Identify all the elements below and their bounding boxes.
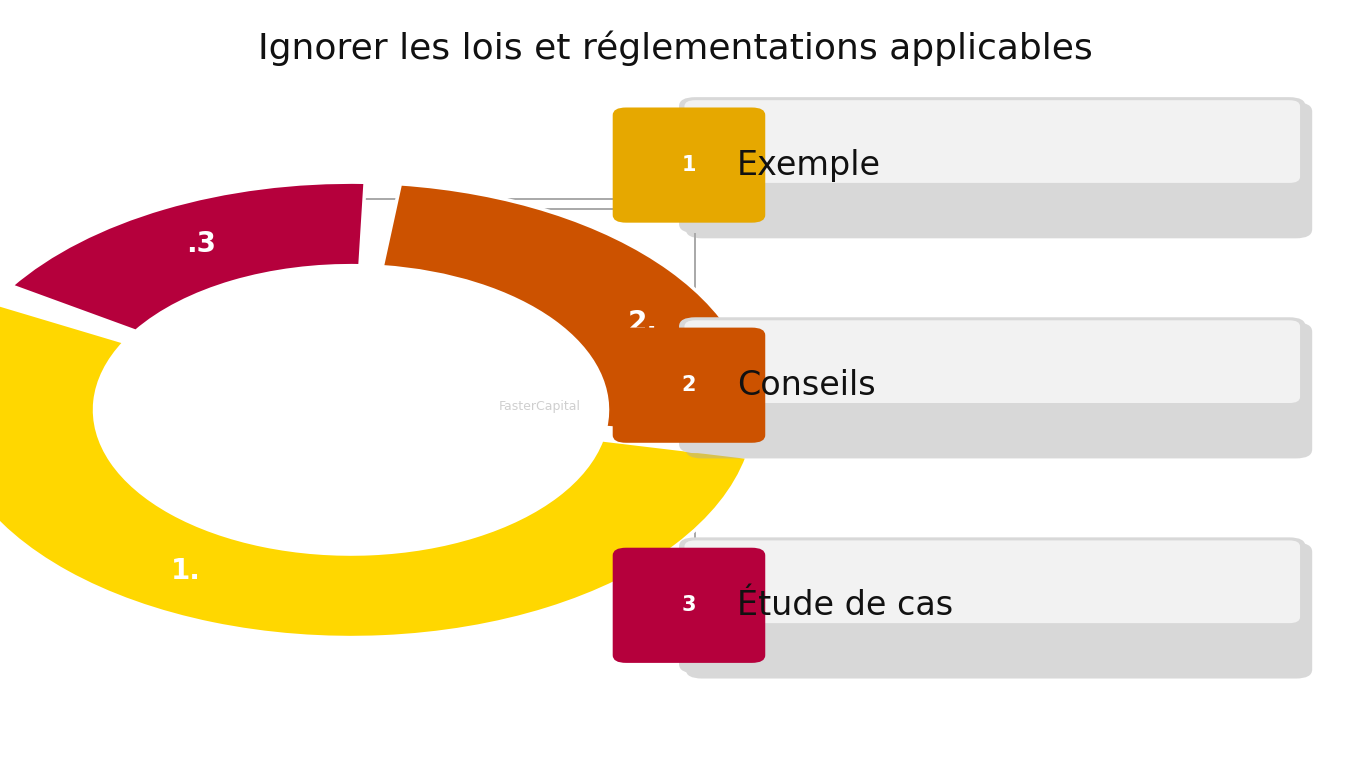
Text: 1: 1	[682, 155, 697, 175]
Wedge shape	[0, 303, 747, 638]
Text: 1.: 1.	[170, 557, 201, 585]
Text: 3: 3	[682, 595, 697, 616]
FancyBboxPatch shape	[679, 317, 1305, 453]
Text: 2: 2	[682, 375, 697, 395]
Text: Exemple: Exemple	[737, 149, 880, 181]
FancyBboxPatch shape	[613, 328, 765, 442]
FancyBboxPatch shape	[684, 540, 1300, 623]
FancyBboxPatch shape	[684, 100, 1300, 183]
Text: FasterCapital: FasterCapital	[500, 399, 580, 413]
Text: Étude de cas: Étude de cas	[737, 589, 953, 622]
FancyBboxPatch shape	[613, 108, 765, 222]
Wedge shape	[382, 184, 756, 438]
FancyBboxPatch shape	[684, 320, 1300, 403]
FancyBboxPatch shape	[679, 537, 1305, 673]
FancyBboxPatch shape	[686, 102, 1312, 238]
FancyBboxPatch shape	[686, 323, 1312, 458]
FancyBboxPatch shape	[679, 97, 1305, 233]
Wedge shape	[11, 182, 364, 332]
Text: Conseils: Conseils	[737, 369, 875, 402]
FancyBboxPatch shape	[613, 548, 765, 663]
Text: .3: .3	[186, 230, 216, 258]
FancyBboxPatch shape	[686, 543, 1312, 679]
Text: 2.: 2.	[628, 309, 657, 336]
Text: Ignorer les lois et réglementations applicables: Ignorer les lois et réglementations appl…	[258, 30, 1092, 66]
